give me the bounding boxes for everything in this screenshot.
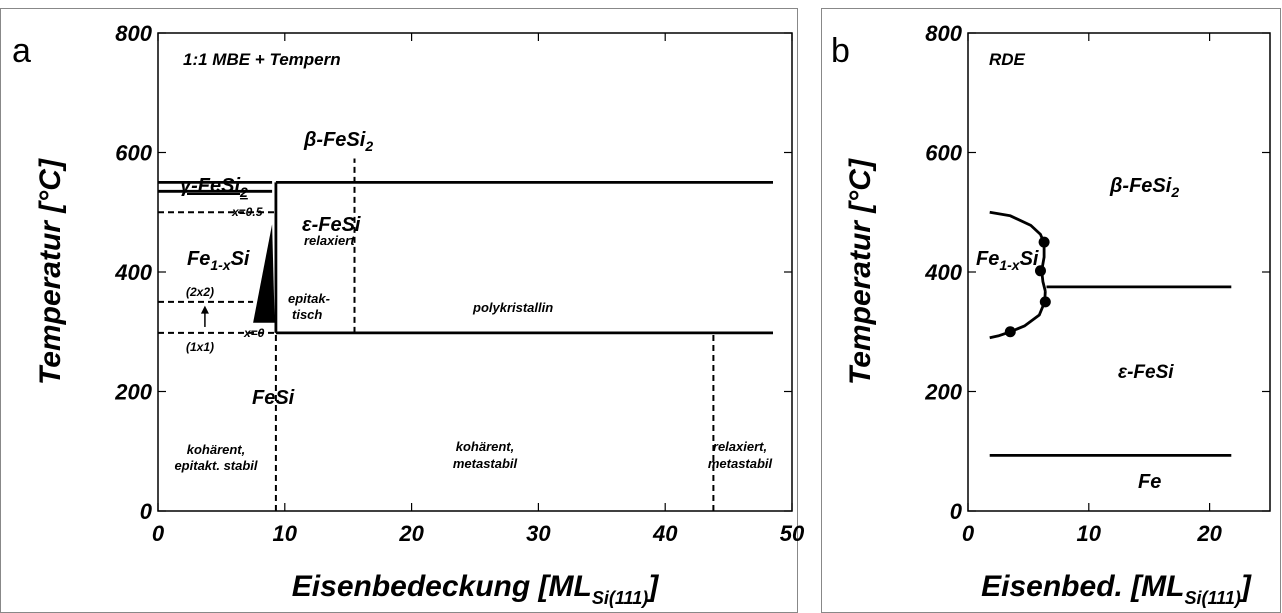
data-point [1004, 326, 1016, 338]
x-half-label: x=0.5 [231, 205, 263, 219]
fe1xsi-label-b: Fe1-xSi [976, 248, 1039, 273]
fe-label-b: Fe [1138, 471, 1161, 493]
phase-line-lower-curve [989, 291, 1047, 340]
axis-ticks-b: 0 200 400 600 800 0 10 20 [924, 21, 1270, 546]
xlabel-main-b: Eisenbed. [ML [981, 570, 1184, 603]
panel-b-label: b [831, 32, 850, 70]
epitaktisch-label-2: tisch [292, 307, 322, 322]
xtick-label-b: 10 [1077, 521, 1102, 546]
relaxiert-label: relaxiert [304, 233, 355, 248]
relaxiert-meta-1: relaxiert, [713, 439, 767, 454]
fe1xsi-label-a: Fe1-xSi [187, 248, 250, 273]
x-axis-title-b: Eisenbed. [MLSi(111)] [981, 570, 1252, 608]
kohaerent-meta-2: metastabil [453, 456, 518, 471]
ytick-label-a: 400 [114, 260, 152, 285]
composition-wedge [253, 224, 275, 323]
ytick-label-a: 600 [115, 141, 152, 166]
ytick-label-a: 200 [114, 380, 152, 405]
gamma-sub: 2 [239, 184, 248, 200]
axis-ticks-a: 0 200 400 600 800 0 10 20 30 40 50 [114, 21, 805, 546]
xtick-label-a: 30 [526, 521, 551, 546]
xlabel-main-a: Eisenbedeckung [ML [292, 570, 592, 603]
ytick-label-b: 800 [925, 21, 962, 46]
phase-lines-a [158, 158, 773, 511]
phase-line-upper-curve [989, 210, 1046, 244]
beta-main-b: β-FeSi [1109, 175, 1172, 197]
panel-a: a 0 200 400 600 800 0 10 20 30 40 50 1:1 MBE + Tem… [12, 21, 805, 608]
ytick-label-b: 200 [924, 380, 962, 405]
polykristallin-label: polykristallin [472, 300, 553, 315]
chart-b-title: RDE [989, 50, 1026, 69]
ytick-label-b: 600 [925, 141, 962, 166]
fesi-label: FeSi [252, 387, 295, 409]
data-point [1034, 265, 1046, 277]
xtick-label-b: 0 [962, 521, 975, 546]
xtick-label-a: 50 [780, 521, 805, 546]
xtick-label-a: 20 [398, 521, 424, 546]
kohaerent-stabil-1: kohärent, [187, 442, 246, 457]
beta-fesi2-label-a: β-FeSi2 [303, 129, 373, 154]
xlabel-sub-a: Si(111) [592, 588, 648, 608]
marks-a [200, 224, 275, 327]
gamma-main: γ-FeSi [180, 175, 240, 197]
panel-a-label: a [12, 32, 31, 70]
x-axis-title-a: Eisenbedeckung [MLSi(111)] [292, 570, 659, 608]
beta-fesi2-label-b: β-FeSi2 [1109, 175, 1179, 200]
ytick-label-b: 400 [924, 260, 962, 285]
xtick-label-b: 20 [1196, 521, 1222, 546]
epitaktisch-label-1: epitak- [288, 291, 330, 306]
fe-sub-a: 1-x [210, 257, 231, 273]
fe-main-a: Fe [187, 248, 210, 270]
fe-main-b: Fe [976, 248, 999, 270]
gamma-fesi2-label: γ-FeSi2 [180, 175, 248, 200]
xlabel-close-b: ] [1238, 570, 1252, 603]
relaxiert-meta-2: metastabil [708, 456, 773, 471]
kohaerent-stabil-2: epitakt. stabil [174, 458, 257, 473]
beta-sub-a: 2 [364, 138, 373, 154]
chart-a-title: 1:1 MBE + Tempern [183, 50, 341, 69]
eps-fesi-label-b: ε-FeSi [1118, 362, 1174, 383]
recon-2x2-label: (2x2) [186, 285, 214, 299]
fe-si-b: Si [1020, 248, 1039, 270]
xtick-label-a: 40 [652, 521, 678, 546]
eps-fesi-label-a: ε-FeSi [302, 214, 361, 236]
marks-b [1004, 236, 1051, 338]
data-point [1039, 296, 1051, 308]
xtick-label-a: 10 [273, 521, 298, 546]
ytick-label-b: 0 [950, 499, 963, 524]
phase-lines-b [989, 210, 1232, 457]
fe-si-a: Si [231, 248, 250, 270]
ytick-label-a: 800 [115, 21, 152, 46]
y-axis-title-b: Temperatur [°C] [844, 158, 877, 385]
xlabel-close-a: ] [645, 570, 659, 603]
ytick-label-a: 0 [140, 499, 153, 524]
beta-main-a: β-FeSi [303, 129, 366, 151]
beta-sub-b: 2 [1170, 184, 1179, 200]
fe-sub-b: 1-x [999, 257, 1020, 273]
x-zero-label: x=0 [243, 326, 265, 340]
data-point [1038, 236, 1050, 248]
xtick-label-a: 0 [152, 521, 165, 546]
y-axis-title-a: Temperatur [°C] [34, 158, 67, 385]
kohaerent-meta-1: kohärent, [456, 439, 515, 454]
xlabel-sub-b: Si(111) [1185, 588, 1241, 608]
reconstruction-arrowhead [200, 305, 209, 314]
recon-1x1-label: (1x1) [186, 340, 214, 354]
